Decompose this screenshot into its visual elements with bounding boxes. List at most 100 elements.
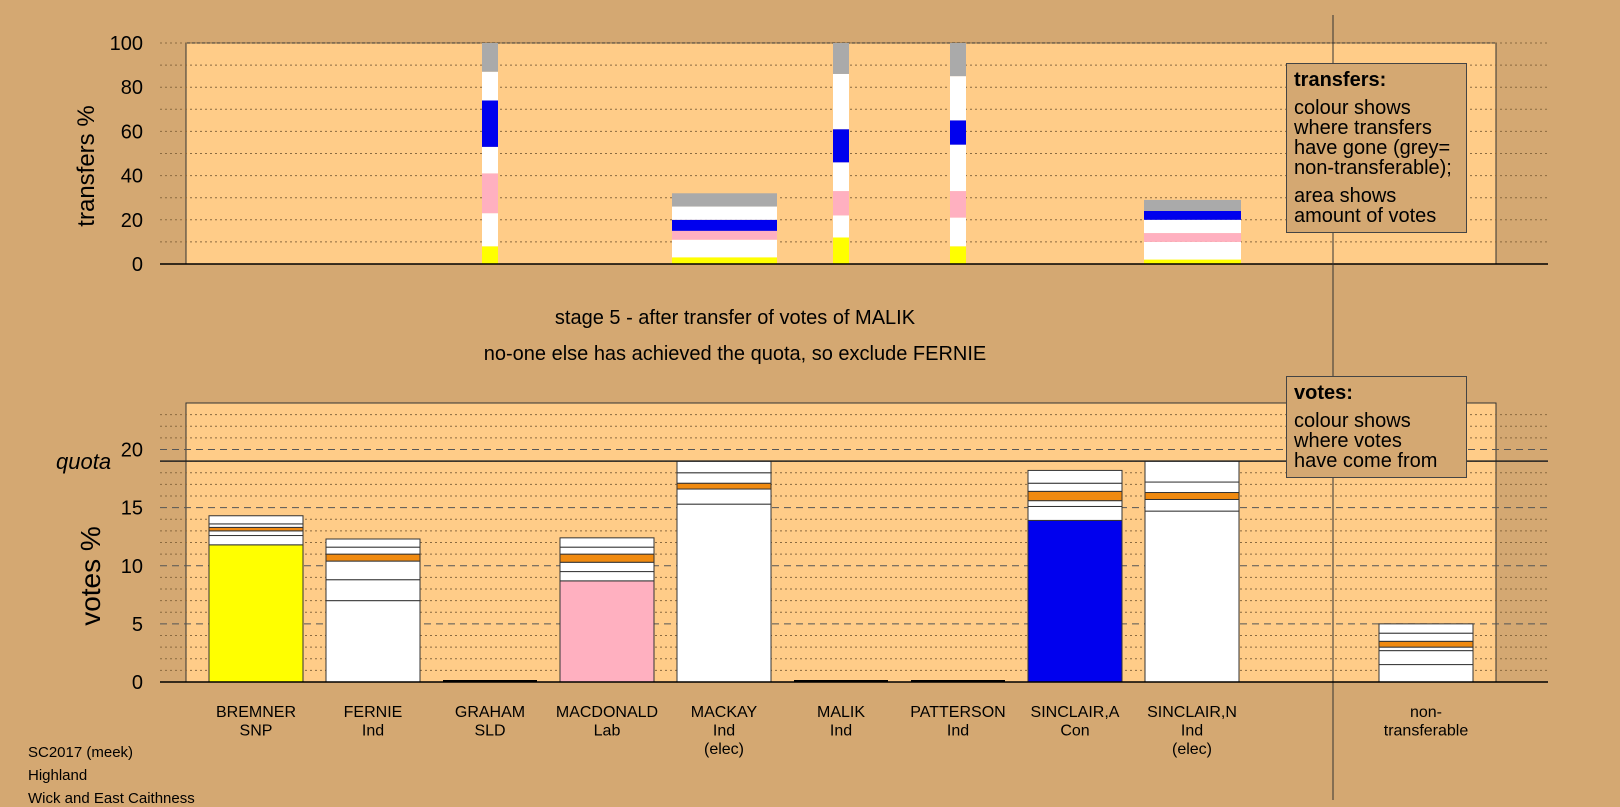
- transfer-column-segment: [482, 213, 498, 247]
- candidate-label: MALIK: [817, 704, 865, 721]
- transfers-legend-line: non-transferable);: [1294, 157, 1452, 179]
- transfer-bar-segment: [672, 193, 777, 207]
- transfer-column-segment: [833, 237, 849, 264]
- votes-tick-label: 15: [121, 498, 143, 520]
- votes-legend-title: votes:: [1294, 382, 1353, 404]
- vote-bar-segment: [208, 530, 304, 537]
- votes-tick-label: 5: [132, 614, 143, 636]
- votes-legend: votes: colour shows where votes have com…: [1286, 376, 1467, 478]
- transfer-bar-segment: [672, 230, 777, 240]
- transfers-axis-label: transfers %: [73, 105, 100, 226]
- vote-bar-segment: [1144, 481, 1240, 494]
- transfer-column-segment: [950, 246, 966, 264]
- stage-action: no-one else has achieved the quota, so e…: [483, 343, 987, 365]
- votes-tick-label: 0: [132, 672, 143, 694]
- transfer-column-segment: [950, 76, 966, 121]
- transfer-column-segment: [833, 215, 849, 238]
- vote-bar-segment: [559, 571, 655, 582]
- candidate-label: (elec): [704, 741, 744, 758]
- vote-bar-segment: [676, 472, 772, 484]
- votes-legend-text: colour shows where votes have come from: [1294, 411, 1459, 471]
- transfers-tick-label: 80: [121, 77, 143, 99]
- transfer-column-segment: [950, 191, 966, 218]
- vote-bar-segment: [1144, 498, 1240, 512]
- transfers-legend-line: have gone (grey=: [1294, 137, 1451, 159]
- vote-bar-segment: [208, 544, 304, 683]
- candidate-label: Ind: [1181, 723, 1203, 740]
- candidate-label: GRAHAM: [455, 704, 525, 721]
- vote-bar-segment: [1144, 460, 1240, 483]
- transfers-legend-line: where transfers: [1294, 117, 1432, 139]
- transfers-tick-label: 60: [121, 121, 143, 143]
- candidate-label: Con: [1060, 723, 1089, 740]
- transfers-tick-label: 40: [121, 166, 143, 188]
- votes-legend-line: where votes: [1294, 430, 1402, 452]
- vote-bar-segment: [676, 503, 772, 683]
- vote-bar-segment: [325, 538, 421, 548]
- vote-bar-segment: [325, 553, 421, 562]
- transfer-bar-segment: [1144, 233, 1241, 242]
- vote-bar-segment: [1378, 632, 1474, 642]
- footer-ward: Wick and East Caithness: [28, 790, 195, 807]
- candidate-label: SINCLAIR,A: [1031, 704, 1120, 721]
- votes-legend-line: have come from: [1294, 450, 1438, 472]
- vote-bar-segment: [325, 579, 421, 602]
- transfer-column-segment: [833, 191, 849, 216]
- transfers-legend-text: colour shows where transfers have gone (…: [1294, 98, 1459, 178]
- candidate-label: (elec): [1172, 741, 1212, 758]
- transfer-column-segment: [482, 146, 498, 174]
- transfer-column-segment: [482, 100, 498, 147]
- transfer-column-segment: [833, 162, 849, 192]
- candidate-label: Ind: [947, 723, 969, 740]
- vote-bar-empty: [911, 680, 1005, 682]
- transfer-column-segment: [482, 71, 498, 101]
- footer-election: SC2017 (meek): [28, 744, 134, 761]
- vote-bar-segment: [1378, 664, 1474, 683]
- vote-bar-segment: [676, 488, 772, 505]
- transfer-bar-segment: [1144, 241, 1241, 260]
- vote-bar-segment: [208, 526, 304, 532]
- candidate-label: PATTERSON: [910, 704, 1005, 721]
- vote-bar-segment: [325, 600, 421, 683]
- vote-bar-segment: [1027, 519, 1123, 683]
- candidate-label: SINCLAIR,N: [1147, 704, 1237, 721]
- vote-bar-empty: [443, 680, 537, 682]
- vote-bar-segment: [325, 560, 421, 581]
- transfer-column-segment: [950, 120, 966, 145]
- candidate-label: MACDONALD: [556, 704, 658, 721]
- votes-chart: 0 5 10 15 20 quota BREMNER SNP FERNIE Ind GRAHAM SL…: [56, 15, 1548, 800]
- vote-bar-segment: [1378, 646, 1474, 652]
- transfer-column-segment: [833, 129, 849, 163]
- vote-bar-segment: [676, 482, 772, 490]
- transfers-tick-label: 20: [121, 210, 143, 232]
- candidate-label: FERNIE: [344, 704, 403, 721]
- vote-bar-segment: [208, 523, 304, 528]
- candidate-label: non-: [1410, 704, 1442, 721]
- transfer-column-segment: [482, 246, 498, 264]
- candidate-label: Ind: [830, 723, 852, 740]
- transfers-legend-text-area: area shows amount of votes: [1294, 186, 1459, 226]
- vote-bar-segment: [1027, 500, 1123, 507]
- vote-bar-segment: [1144, 510, 1240, 683]
- vote-bar-segment: [208, 515, 304, 525]
- votes-tick-label: 10: [121, 556, 143, 578]
- transfer-column-segment: [482, 43, 498, 72]
- transfers-legend-line: amount of votes: [1294, 205, 1437, 227]
- transfer-bar-segment: [1144, 219, 1241, 234]
- quota-label: quota: [56, 449, 111, 474]
- transfer-bar-segment: [672, 219, 777, 231]
- candidate-label: transferable: [1384, 723, 1469, 740]
- vote-bar-segment: [1027, 482, 1123, 492]
- transfer-bar-segment: [672, 239, 777, 258]
- transfer-bar-segment: [1144, 210, 1241, 220]
- transfers-chart: 0 20 40 60 80 100: [110, 33, 1548, 276]
- transfer-bar-segment: [672, 206, 777, 220]
- transfers-tick-label: 100: [110, 33, 143, 55]
- transfers-tick-label: 0: [132, 254, 143, 276]
- transfer-bar-segment: [1144, 259, 1241, 264]
- stage-description: stage 5 - after transfer of votes of MAL…: [554, 307, 916, 329]
- footer-council: Highland: [28, 767, 88, 784]
- vote-bar-segment: [1027, 469, 1123, 484]
- vote-bar-segment: [1378, 623, 1474, 634]
- transfers-legend: transfers: colour shows where transfers …: [1286, 63, 1467, 233]
